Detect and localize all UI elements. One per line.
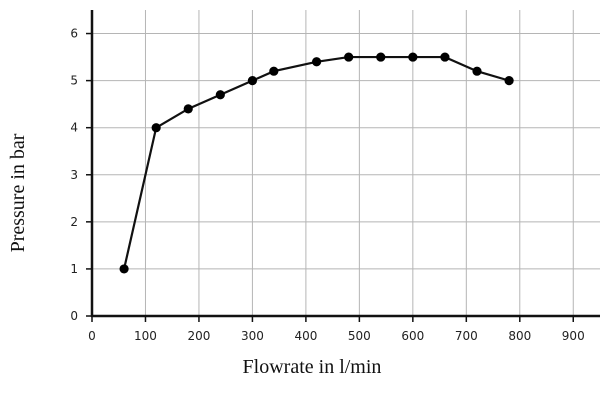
- x-tick-label-500: 500: [348, 329, 371, 343]
- data-point-0-0: [119, 264, 129, 274]
- data-point-0-8: [376, 52, 386, 62]
- x-tick-label-900: 900: [562, 329, 585, 343]
- data-point-0-3: [215, 90, 225, 100]
- y-tick-label-4: 4: [70, 121, 78, 135]
- data-point-0-11: [472, 66, 482, 76]
- data-point-0-10: [440, 52, 450, 62]
- data-point-0-12: [504, 76, 514, 86]
- series-line-0: [123, 55, 510, 270]
- x-tick-label-300: 300: [241, 329, 264, 343]
- y-tick-label-2: 2: [70, 215, 78, 229]
- x-axis-title: Flowrate in l/min: [243, 356, 382, 378]
- y-tick-label-0: 0: [70, 309, 78, 323]
- y-tick-label-3: 3: [70, 168, 78, 182]
- y-tick-label-6: 6: [70, 27, 78, 41]
- series: [119, 52, 514, 274]
- y-axis-title: Pressure in bar: [7, 133, 29, 252]
- data-point-0-9: [408, 52, 418, 62]
- x-tick-label-400: 400: [294, 329, 317, 343]
- x-tick-label-100: 100: [134, 329, 157, 343]
- y-tick-label-5: 5: [70, 74, 78, 88]
- x-tick-label-200: 200: [187, 329, 210, 343]
- x-tick-label-0: 0: [88, 329, 96, 343]
- x-tick-label-800: 800: [508, 329, 531, 343]
- axes: [86, 10, 600, 322]
- data-point-0-4: [247, 76, 258, 86]
- x-tick-label-700: 700: [455, 329, 478, 343]
- data-point-0-7: [344, 52, 354, 62]
- data-point-0-2: [183, 104, 193, 114]
- data-point-0-1: [151, 123, 161, 133]
- data-point-0-6: [311, 57, 322, 67]
- y-tick-label-1: 1: [70, 262, 78, 276]
- x-tick-label-600: 600: [401, 329, 424, 343]
- data-point-0-5: [269, 66, 279, 76]
- tick-labels: 0 100 200 300 400 500 600 700 800 900 0 1 2 3 4 5 6: [70, 27, 584, 343]
